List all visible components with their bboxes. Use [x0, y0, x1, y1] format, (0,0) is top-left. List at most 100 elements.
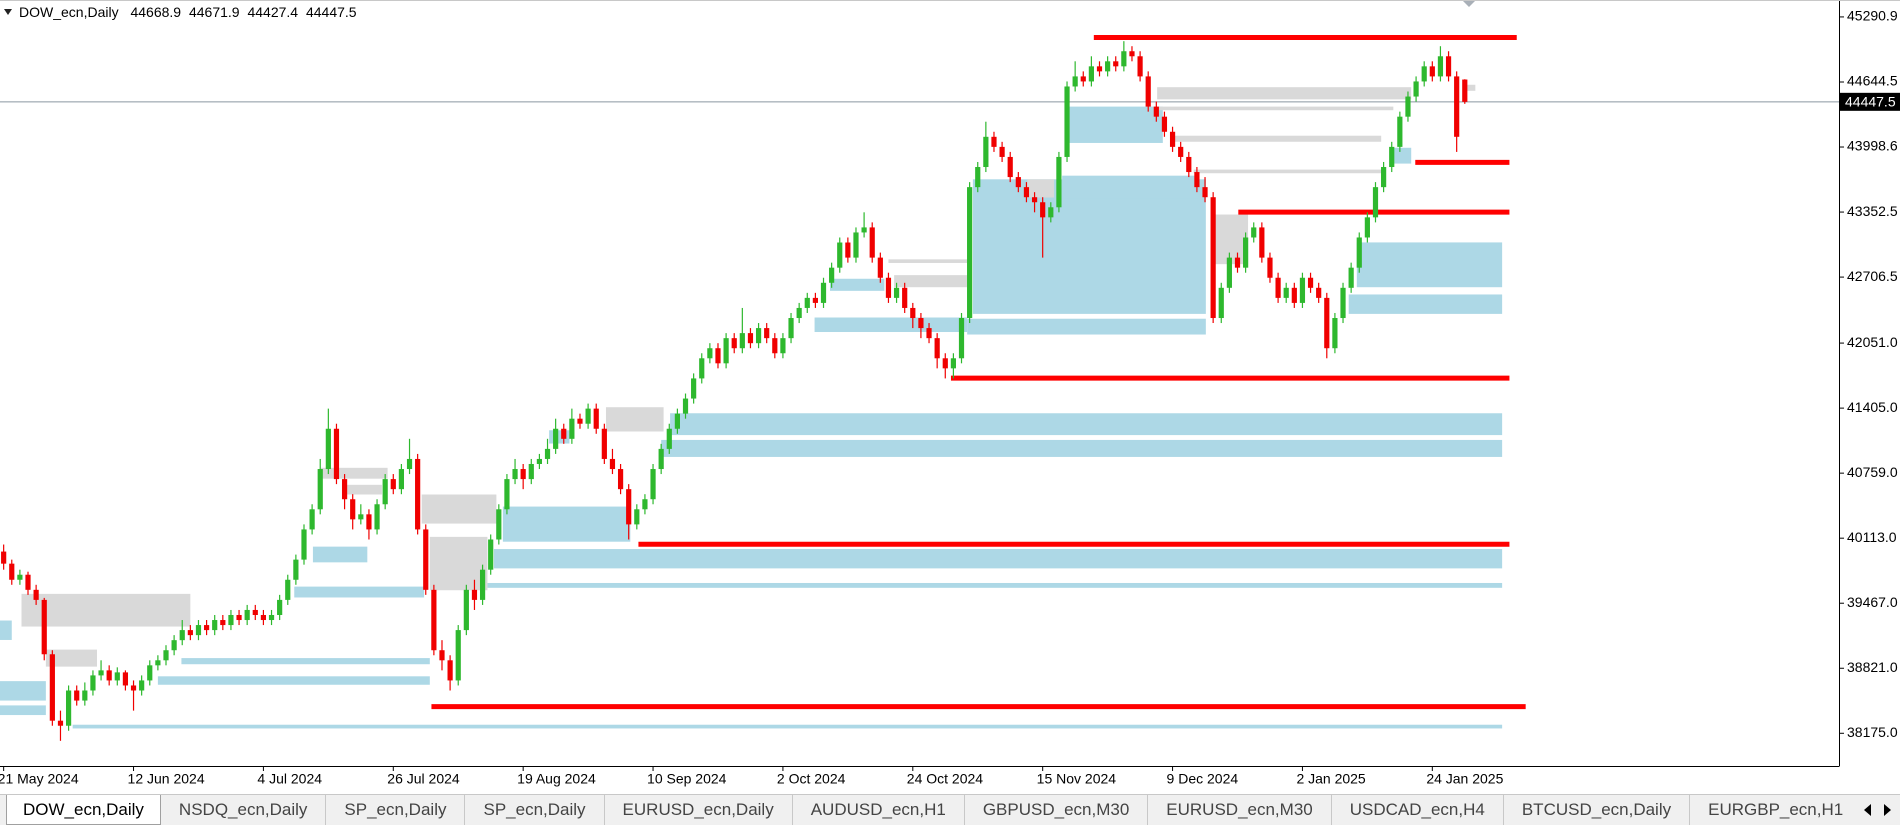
plot-area: [0, 0, 1839, 766]
candle-body: [910, 307, 916, 319]
tab[interactable]: DOW_ecn,Daily: [6, 795, 161, 825]
candle-body: [1421, 66, 1427, 82]
candle-body: [1348, 267, 1354, 288]
zone: [972, 179, 1206, 314]
tab[interactable]: USDCAD_ecn,H4: [1332, 795, 1504, 825]
candle-body: [1356, 237, 1362, 268]
candle-body: [236, 614, 242, 621]
zone: [421, 494, 497, 524]
candle-body: [98, 670, 104, 676]
zone: [670, 413, 1503, 436]
zone: [1465, 84, 1476, 91]
candle-body: [585, 408, 591, 424]
zone: [493, 549, 1503, 569]
candle-body: [1372, 187, 1379, 218]
candle-body: [723, 338, 729, 364]
candle-body: [520, 469, 526, 480]
candle-body: [1405, 96, 1411, 117]
candle-body: [285, 579, 291, 600]
candle-body: [609, 458, 616, 470]
candle-body: [829, 267, 835, 283]
zone: [894, 275, 968, 288]
candle-body: [114, 672, 120, 681]
candle-body: [17, 574, 23, 580]
tab[interactable]: EURUSD_ecn,M30: [1148, 795, 1332, 825]
tab[interactable]: GBPUSD_ecn,M30: [965, 795, 1149, 825]
candle-body: [1437, 56, 1444, 77]
candle-body: [1137, 56, 1143, 77]
candle-body: [544, 448, 551, 459]
candle-body: [1364, 217, 1370, 238]
candle-body: [1454, 76, 1460, 137]
candle-body: [658, 448, 664, 470]
candle-body: [772, 338, 778, 354]
candle-body: [942, 358, 948, 369]
candle-body: [1324, 297, 1330, 349]
y-tick-label: 40759.0: [1847, 464, 1898, 480]
zone: [181, 658, 430, 665]
candle-body: [406, 458, 413, 470]
candle-body: [106, 670, 112, 681]
zone: [72, 724, 1503, 729]
candle-body: [374, 504, 380, 530]
x-tick-label: 2 Oct 2024: [777, 771, 846, 787]
candle-body: [1186, 156, 1192, 173]
y-tick-label: 42051.0: [1847, 334, 1898, 350]
zone: [157, 676, 430, 685]
tab[interactable]: SP_ecn,Daily: [465, 795, 605, 825]
scroll-left[interactable]: [1864, 804, 1871, 816]
candle-body: [187, 630, 193, 636]
candle-body: [512, 469, 518, 480]
candle-body: [1064, 86, 1070, 157]
candle-body: [788, 318, 794, 339]
candle-body: [837, 242, 843, 268]
scroll-right[interactable]: [1884, 804, 1891, 816]
candle-body: [731, 338, 737, 349]
candle-body: [666, 428, 672, 449]
candle-body: [33, 589, 39, 600]
candle-body: [139, 680, 145, 691]
tab[interactable]: EURUSD_ecn,Daily: [605, 795, 793, 825]
tab[interactable]: EURGBP_ecn,H1: [1690, 795, 1855, 825]
candle-body: [1299, 277, 1306, 303]
candle-body: [755, 328, 762, 344]
candle-body: [983, 136, 989, 168]
tab[interactable]: NSDQ_ecn,Daily: [161, 795, 327, 825]
y-tick-label: 38175.0: [1847, 724, 1898, 740]
x-tick-label: 9 Dec 2024: [1167, 771, 1239, 787]
tab[interactable]: BTCUSD_ecn,Daily: [1504, 795, 1691, 825]
x-tick-label: 21 May 2024: [0, 771, 79, 787]
candle-body: [317, 469, 323, 510]
candle-body: [553, 428, 559, 449]
low-value: 44427.4: [247, 4, 298, 20]
tab[interactable]: SP_ecn,Daily: [326, 795, 466, 825]
candle-body: [1243, 237, 1249, 268]
y-tick-label: 40113.0: [1847, 529, 1897, 545]
candle-body: [739, 333, 745, 349]
candle-body: [642, 499, 648, 510]
zone: [294, 586, 425, 598]
candle-body: [82, 690, 88, 701]
candle-body: [893, 287, 900, 298]
candle-body: [1445, 56, 1452, 77]
candle-body: [975, 167, 981, 188]
header-toggle[interactable]: [4, 9, 12, 15]
candle-body: [398, 469, 405, 490]
candle-body: [707, 348, 713, 359]
x-tick-label: 2 Jan 2025: [1296, 771, 1365, 787]
candle-body: [650, 469, 656, 500]
x-tick-label: 24 Jan 2025: [1426, 771, 1503, 787]
zone: [502, 506, 631, 542]
candle-body: [967, 187, 973, 319]
candle-body: [820, 282, 827, 303]
zone: [312, 546, 368, 563]
candle-body: [991, 136, 997, 147]
zone: [45, 649, 98, 667]
zone: [1390, 147, 1412, 164]
y-tick-label: 43998.6: [1847, 138, 1898, 154]
zone: [549, 430, 570, 444]
candle-body: [65, 690, 72, 726]
tab[interactable]: AUDUSD_ecn,H1: [793, 795, 965, 825]
candle-body: [1007, 156, 1013, 178]
candle-body: [1088, 66, 1094, 82]
